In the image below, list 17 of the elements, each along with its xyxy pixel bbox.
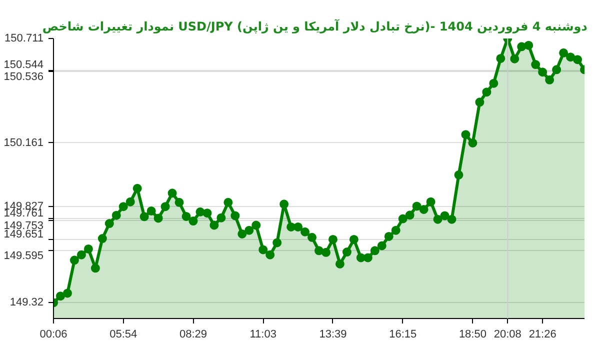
x-tick-label: 11:03	[250, 328, 276, 340]
y-tick-label: 149.595	[4, 250, 44, 262]
chart-title: نمودار تغییرات شاخص USD/JPY (نرخ تبادل دلار آمریکا و ین ژاپن)- دوشنبه 4 فروردین 1404	[42, 18, 588, 34]
y-tick-label: 149.651	[4, 228, 44, 240]
x-tick-label: 18:50	[458, 328, 486, 340]
y-tick-label: 150.711	[4, 32, 44, 44]
x-tick-label: 13:39	[319, 328, 347, 340]
x-tick-label: 21:26	[528, 328, 556, 340]
y-tick-label: 150.544	[4, 58, 44, 71]
x-tick-label: 05:54	[110, 328, 138, 340]
x-tick-label: 08:29	[179, 328, 208, 340]
x-tick-label: 16:15	[389, 328, 417, 340]
y-tick-label: 149.32	[10, 296, 44, 309]
x-tick-label: 00:06	[40, 328, 68, 340]
x-tick-label: 20:08	[494, 328, 522, 340]
y-tick-label: 150.161	[4, 136, 44, 149]
y-tick-label: 150.536	[4, 71, 44, 84]
